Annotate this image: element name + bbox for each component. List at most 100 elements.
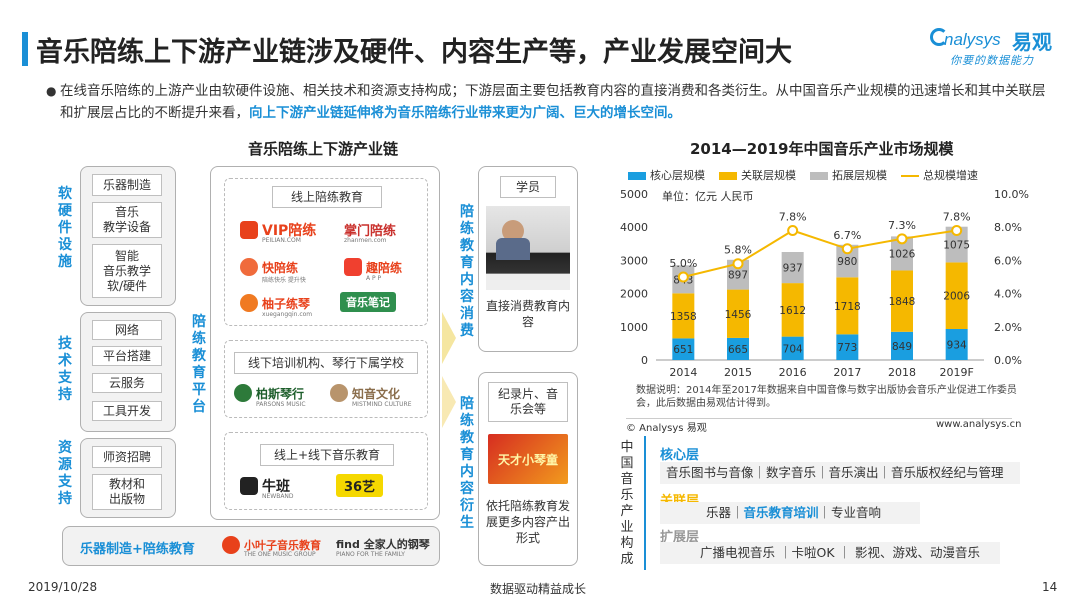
online-title: 线上陪练教育	[272, 186, 382, 208]
bar-label: 1848	[889, 296, 916, 308]
y-right-tick: 8.0%	[994, 221, 1022, 234]
bar-label: 937	[783, 263, 803, 275]
growth-point	[841, 243, 853, 255]
legend-extended: 拓展层规模	[810, 169, 887, 182]
bar-related	[891, 270, 913, 332]
item-textbooks: 教材和 出版物	[92, 474, 162, 510]
growth-point	[896, 233, 908, 245]
legend-growth: 总规模增速	[901, 169, 978, 182]
bar-label: 2006	[943, 291, 970, 303]
composition-label: 中国音乐产业构成	[620, 440, 634, 567]
bar-related	[945, 262, 968, 329]
intro-paragraph: ● 在线音乐陪练的上游产业由软硬件设施、相关技术和资源支持构成；下游层面主要包括教…	[46, 80, 1050, 124]
offline-title: 线下培训机构、琴行下属学校	[234, 352, 418, 374]
qu-logo-icon	[344, 258, 362, 276]
bar-label: 1456	[725, 309, 752, 321]
y-left-tick: 0	[641, 354, 648, 367]
growth-label: 6.7%	[833, 229, 861, 242]
bar-core	[781, 336, 804, 360]
brand-parsons: 柏斯琴行 PARSONS MUSIC	[234, 384, 306, 408]
logo-slogan: 你要的数据能力	[950, 54, 1034, 67]
bar-label: 897	[728, 270, 748, 282]
y-left-tick: 2000	[620, 288, 648, 301]
x-tick-label: 2016	[779, 366, 807, 379]
growth-label: 7.3%	[888, 219, 916, 232]
legend-related: 关联层规模	[719, 169, 796, 182]
vip-logo-icon	[240, 221, 258, 239]
item-network: 网络	[92, 320, 162, 340]
kuai-logo-icon	[240, 258, 258, 276]
bar-label: 773	[837, 342, 857, 354]
brand-zhiyin: 知音文化 MISTMIND CULTURE	[330, 384, 412, 408]
bar-label: 1075	[943, 240, 970, 252]
y-left-tick: 1000	[620, 321, 648, 334]
platform-label: 陪练教育平台	[192, 314, 206, 415]
growth-point	[951, 225, 963, 237]
bar-extended	[891, 236, 913, 271]
x-tick-label: 2014	[669, 366, 697, 379]
item-smart-hardware: 智能 音乐教学 软/硬件	[92, 244, 162, 298]
title-accent-bar	[22, 32, 28, 66]
consume-desc: 直接消费教育内容	[486, 299, 571, 329]
x-tick-label: 2019F	[940, 366, 974, 379]
bar-label: 704	[783, 343, 803, 355]
bar-label: 1358	[670, 311, 697, 323]
intro-text: 在线音乐陪练的上游产业由软硬件设施、相关技术和资源支持构成；下游层面主要包括教育…	[60, 83, 1046, 121]
layer-extended-box: 广播电视音乐 ｜卡啦OK ｜ 影视、游戏、动漫音乐	[660, 542, 1000, 564]
derive-desc: 依托陪练教育发展更多内容产出形式	[486, 499, 571, 545]
student-piano-image	[486, 206, 570, 290]
bar-label: 980	[837, 256, 857, 268]
bar-related	[672, 293, 695, 339]
intro-highlight: 向上下游产业链延伸将为音乐陪练行业带来更为广阔、巨大的增长空间。	[249, 105, 681, 121]
role-student: 学员	[500, 176, 556, 198]
chart-title: 2014—2019年中国音乐产业市场规模	[690, 140, 954, 158]
footer-date: 2019/10/28	[28, 580, 98, 594]
resource-label: 资源支持	[58, 440, 72, 507]
brand-xiaoyezi: 小叶子音乐教育 THE ONE MUSIC GROUP	[222, 536, 321, 558]
bottom-strip	[62, 526, 440, 566]
chart-source-right: www.analysys.cn	[936, 419, 1022, 430]
bar-label: 651	[673, 344, 693, 356]
growth-point	[732, 258, 744, 270]
zhiyin-logo-icon	[330, 384, 348, 402]
growth-label: 7.8%	[943, 211, 971, 224]
bar-core	[672, 338, 695, 360]
chart-divider	[626, 418, 1012, 419]
logo-arc-icon	[930, 28, 948, 46]
brand-newband: 牛班 NEWBAND	[240, 476, 294, 500]
logo-text-en: nalysys	[944, 30, 1001, 49]
bar-core	[836, 334, 859, 360]
bar-label: 1612	[779, 305, 806, 317]
brand-zhangmen: 掌门陪练 zhanmen.com	[344, 224, 397, 244]
y-right-tick: 2.0%	[994, 321, 1022, 334]
bottom-label: 乐器制造+陪练教育	[80, 542, 195, 557]
y-right-tick: 4.0%	[994, 288, 1022, 301]
tech-label: 技术支持	[58, 336, 72, 403]
y-left-tick: 5000	[620, 188, 648, 201]
bar-extended	[727, 259, 749, 290]
x-tick-label: 2018	[888, 366, 916, 379]
bar-core	[727, 337, 749, 360]
role-documentary: 纪录片、音乐会等	[488, 382, 568, 422]
arrow-right-icon	[442, 312, 456, 364]
brand-kuai: 快陪练 陪练快乐 提升快	[240, 258, 306, 284]
growth-line	[683, 229, 957, 278]
brand-qu: 趣陪练 A P P	[344, 258, 402, 282]
bar-label: 1026	[889, 248, 916, 260]
item-teacher-hiring: 师资招聘	[92, 446, 162, 468]
bar-core	[945, 328, 968, 360]
derive-image: 天才小琴童	[488, 434, 568, 484]
x-tick-label: 2015	[724, 366, 752, 379]
bar-extended	[781, 252, 804, 284]
bar-extended	[836, 244, 859, 278]
item-tools: 工具开发	[92, 401, 162, 421]
xiaoyezi-logo-icon	[222, 536, 240, 554]
youzi-logo-icon	[240, 294, 258, 312]
brand-vip: VIP陪练 PEILIAN.COM	[240, 220, 316, 244]
growth-point	[677, 271, 689, 283]
bar-label: 849	[892, 341, 912, 353]
bar-core	[891, 331, 913, 360]
chart-legend: 核心层规模 关联层规模 拓展层规模 总规模增速	[628, 167, 978, 183]
y-right-tick: 10.0%	[994, 188, 1029, 201]
brand-find: find 全家人的钢琴 PIANO FOR THE FAMILY	[336, 538, 430, 558]
